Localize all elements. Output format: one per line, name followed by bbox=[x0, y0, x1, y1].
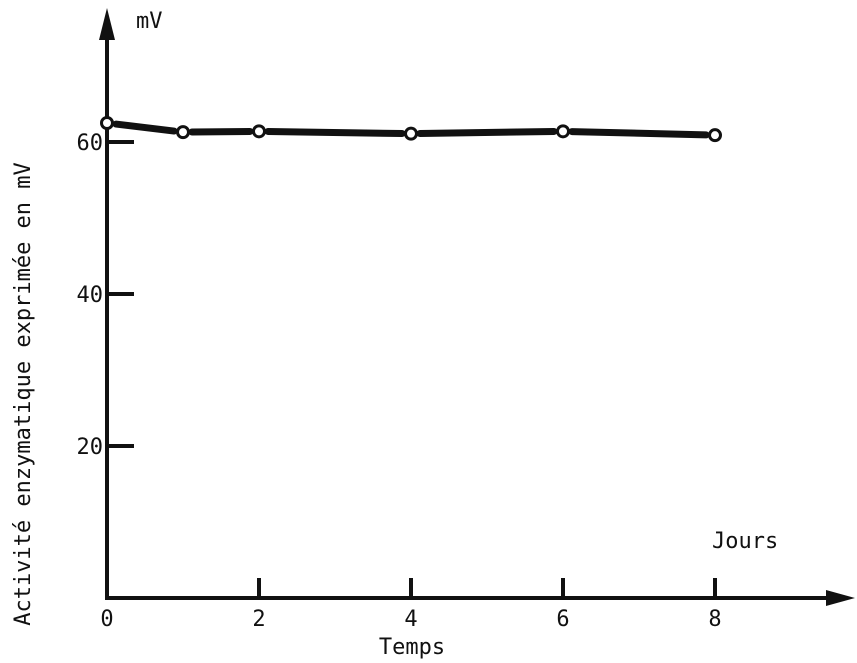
x-tick-label: 4 bbox=[404, 607, 417, 632]
y-tick-label: 60 bbox=[77, 131, 104, 156]
x-axis-title: Temps bbox=[379, 635, 445, 660]
series-segment bbox=[116, 124, 174, 131]
y-tick-label: 20 bbox=[77, 435, 104, 460]
series-segment bbox=[192, 131, 250, 132]
data-point bbox=[102, 118, 113, 129]
x-tick-label: 8 bbox=[708, 607, 721, 632]
data-point bbox=[254, 126, 265, 137]
x-ticks: 0 2 4 6 8 bbox=[100, 578, 721, 632]
data-point bbox=[406, 128, 417, 139]
x-tick-label: 2 bbox=[252, 607, 265, 632]
y-axis-arrow bbox=[99, 8, 115, 40]
x-axis-arrow bbox=[826, 590, 855, 606]
data-point bbox=[710, 130, 721, 141]
series-segment bbox=[572, 132, 706, 135]
series-segment bbox=[268, 131, 402, 133]
data-point bbox=[178, 127, 189, 138]
y-unit-label: mV bbox=[136, 9, 163, 34]
data-point bbox=[558, 126, 569, 137]
y-tick-label: 40 bbox=[77, 283, 104, 308]
axes bbox=[99, 8, 855, 606]
series-layer bbox=[102, 118, 721, 141]
x-tick-label: 0 bbox=[100, 607, 113, 632]
x-tick-label: 6 bbox=[556, 607, 569, 632]
x-unit-label: Jours bbox=[712, 529, 778, 554]
y-axis-title: Activité enzymatique exprimée en mV bbox=[11, 162, 36, 626]
series-segment bbox=[420, 131, 554, 133]
